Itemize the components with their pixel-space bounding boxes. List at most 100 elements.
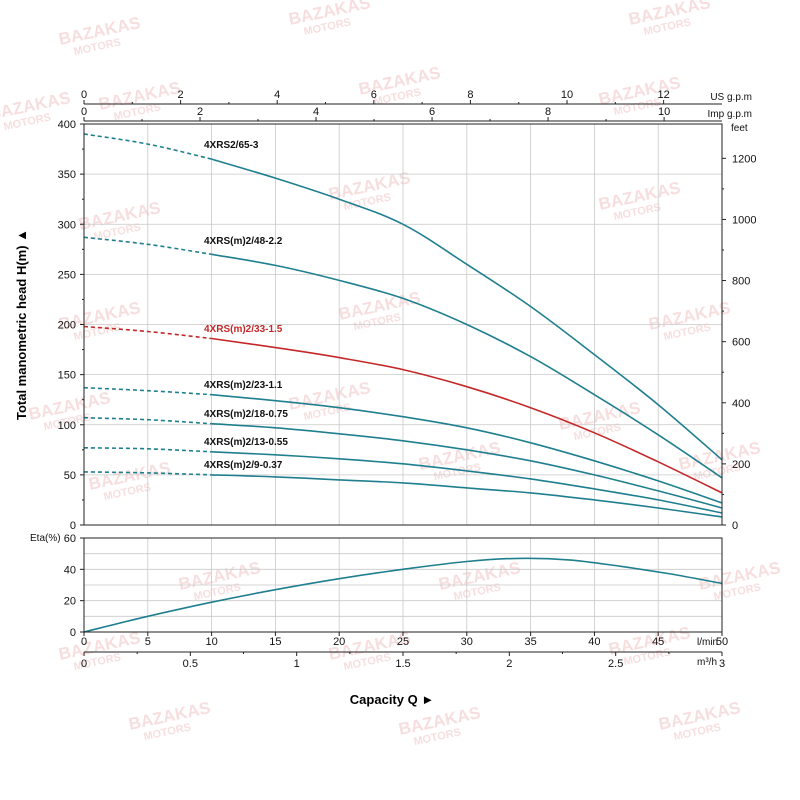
us-gpm-tick-label: 4 [274,89,280,101]
m3h-tick-label: 0 [81,658,87,670]
m3h-tick-label: 2.5 [608,658,623,670]
us-gpm-tick-label: 6 [371,89,377,101]
pump-curve [211,422,723,509]
us-gpm-tick-label: 8 [467,89,473,101]
eta-tick-label: 40 [64,564,76,576]
feet-tick-label: 1200 [732,153,756,165]
lmin-tick-label: 15 [269,636,281,648]
imp-gpm-tick-label: 2 [197,106,203,118]
y-tick-label: 150 [58,370,76,382]
curve-label: 4XRS(m)2/9-0.37 [204,460,283,471]
us-gpm-tick-label: 12 [657,89,669,101]
imp-gpm-tick-label: 0 [81,106,87,118]
lmin-unit: l/min [697,637,718,648]
lmin-tick-label: 5 [145,636,151,648]
y-tick-label: 400 [58,119,76,131]
y-tick-label: 200 [58,320,76,332]
y-tick-label: 250 [58,269,76,281]
imp-gpm-tick-label: 6 [429,106,435,118]
y-axis-title: Total manometric head H(m) ▲ [14,229,29,420]
pump-curve-dashed [83,416,212,425]
pump-curve-dashed [83,325,212,340]
m3h-tick-label: 2 [506,658,512,670]
y-tick-label: 50 [64,470,76,482]
lmin-tick-label: 35 [524,636,536,648]
frame-layer [80,100,726,656]
pump-curve [211,158,723,461]
y-tick-label: 100 [58,420,76,432]
imp-gpm-tick-label: 4 [313,106,319,118]
lmin-tick-label: 25 [397,636,409,648]
lmin-tick-label: 20 [333,636,345,648]
y-tick-label: 300 [58,219,76,231]
curve-label: 4XRS(m)2/18-0.75 [204,409,288,420]
m3h-tick-label: 0.5 [183,658,198,670]
lmin-tick-label: 30 [461,636,473,648]
curve-layer [83,133,723,633]
feet-unit: feet [731,123,748,134]
eta-axis-title: Eta(%) [30,533,61,544]
us-gpm-tick-label: 10 [561,89,573,101]
y-tick-label: 0 [70,520,76,532]
lmin-tick-label: 40 [588,636,600,648]
y-tick-label: 350 [58,169,76,181]
efficiency-curve [83,557,723,633]
curve-label: 4XRS(m)2/48-2.2 [204,236,283,247]
m3h-tick-label: 1 [294,658,300,670]
imp-gpm-tick-label: 10 [658,106,670,118]
x-axis-title: Capacity Q ► [350,692,434,707]
feet-tick-label: 600 [732,337,750,349]
feet-tick-label: 800 [732,276,750,288]
eta-tick-label: 20 [64,596,76,608]
pump-curve-dashed [83,471,212,476]
pump-curve [211,451,723,514]
lmin-tick-label: 10 [205,636,217,648]
curve-label: 4XRS(m)2/13-0.55 [204,437,288,448]
lmin-tick-label: 50 [716,636,728,648]
pump-curve [211,253,723,479]
pump-curve [211,337,723,494]
curve-label: 4XRS2/65-3 [204,140,259,151]
m3h-unit: m³/h [697,657,717,668]
m3h-tick-label: 3 [719,658,725,670]
feet-tick-label: 200 [732,459,750,471]
pump-curve [211,393,723,504]
feet-tick-label: 400 [732,398,750,410]
label-layer: 4XRS2/65-3 4XRS(m)2/48-2.2 4XRS(m)2/33-1.5… [14,89,756,707]
pump-curve-dashed [83,236,212,256]
lmin-tick-label: 45 [652,636,664,648]
imp-gpm-unit: Imp g.p.m [708,109,752,120]
pump-curve [211,474,723,518]
eta-tick-label: 60 [64,533,76,545]
eta-tick-label: 0 [70,627,76,639]
curve-label: 4XRS(m)2/33-1.5 [204,324,283,335]
us-gpm-tick-label: 0 [81,89,87,101]
lmin-tick-label: 0 [81,636,87,648]
feet-tick-label: 1000 [732,214,756,226]
imp-gpm-tick-label: 8 [545,106,551,118]
grid-layer [84,124,722,632]
feet-tick-label: 0 [732,520,738,532]
pump-curve-dashed [83,386,212,396]
us-gpm-unit: US g.p.m [710,92,752,103]
